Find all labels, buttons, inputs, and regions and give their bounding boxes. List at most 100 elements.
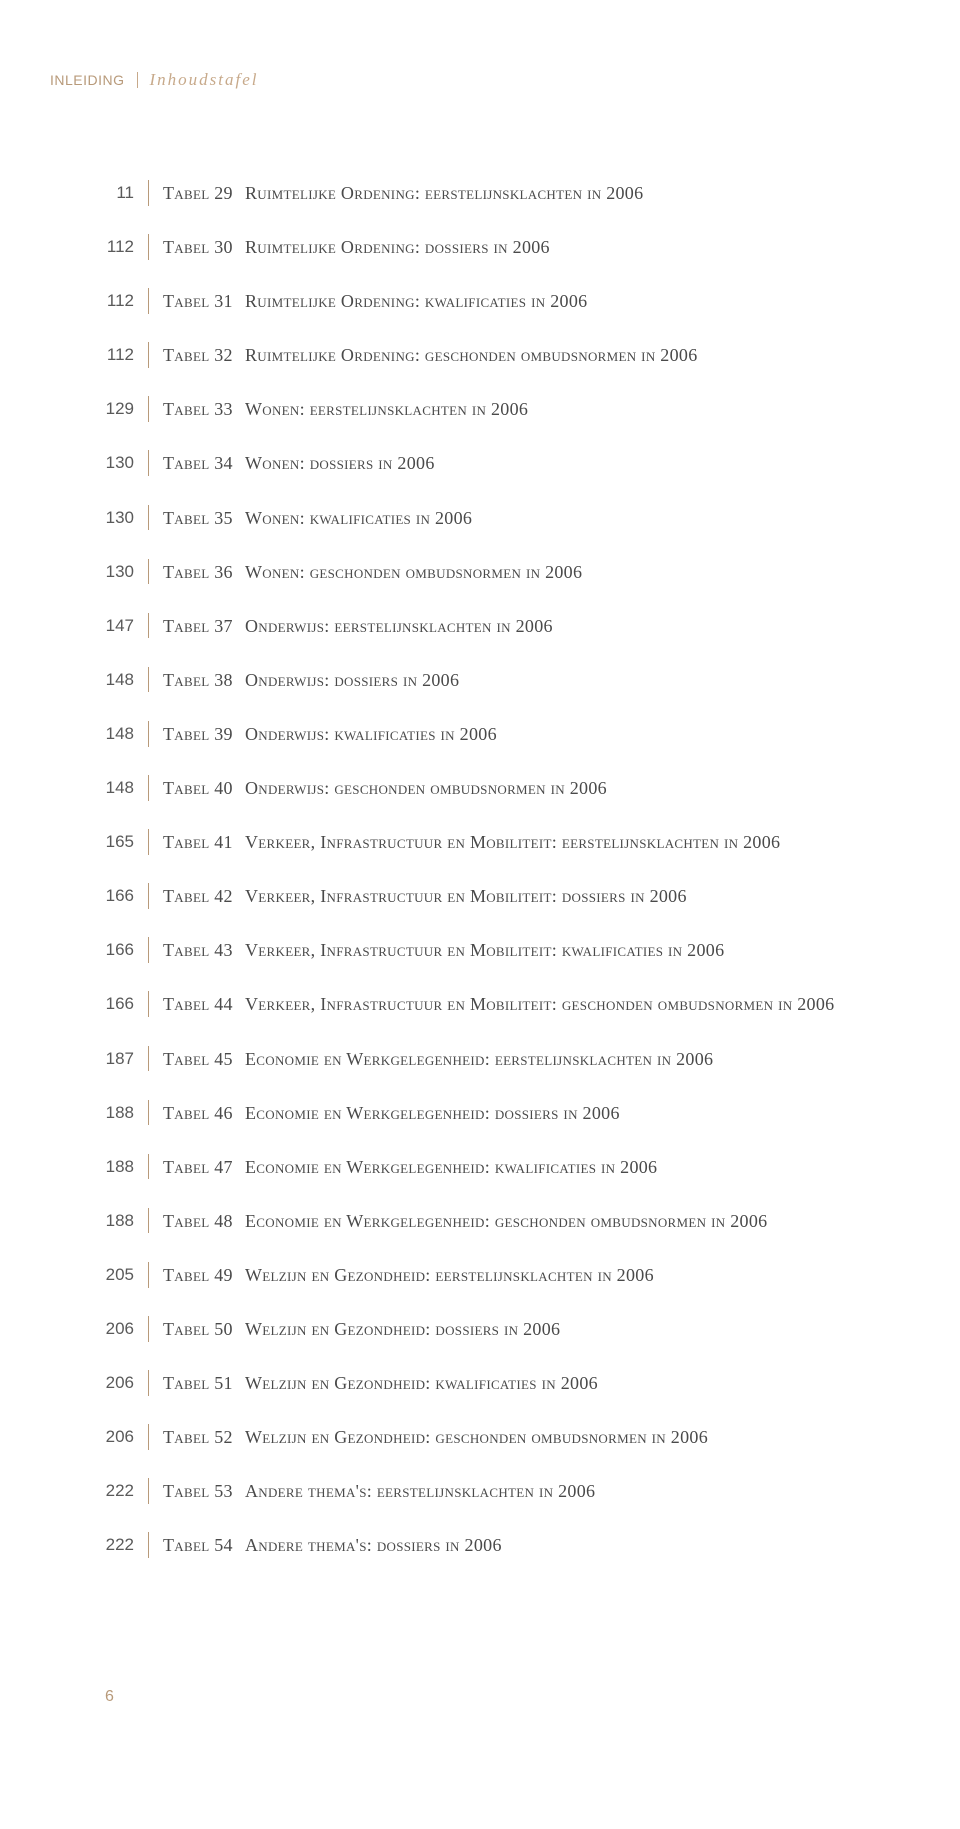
toc-row: 148Tabel 40Onderwijs: geschonden ombudsn… bbox=[105, 775, 880, 801]
toc-row: 205Tabel 49Welzijn en Gezondheid: eerste… bbox=[105, 1262, 880, 1288]
toc-description: Onderwijs: dossiers in 2006 bbox=[245, 667, 880, 693]
toc-table-label: Tabel 52 bbox=[149, 1424, 245, 1450]
toc-table-label: Tabel 38 bbox=[149, 667, 245, 693]
toc-row: 11Tabel 29Ruimtelijke Ordening: eersteli… bbox=[105, 180, 880, 206]
toc-table-label: Tabel 36 bbox=[149, 559, 245, 585]
toc-row: 166Tabel 43Verkeer, Infrastructuur en Mo… bbox=[105, 937, 880, 963]
toc-page-number: 166 bbox=[105, 937, 149, 963]
toc-description: Economie en Werkgelegenheid: geschonden … bbox=[245, 1208, 880, 1234]
toc-row: 129Tabel 33Wonen: eerstelijnsklachten in… bbox=[105, 396, 880, 422]
toc-table-label: Tabel 51 bbox=[149, 1370, 245, 1396]
toc-description: Ruimtelijke Ordening: kwalificaties in 2… bbox=[245, 288, 880, 314]
toc-table-label: Tabel 35 bbox=[149, 505, 245, 531]
toc-description: Verkeer, Infrastructuur en Mobiliteit: k… bbox=[245, 937, 880, 963]
toc-table-label: Tabel 32 bbox=[149, 342, 245, 368]
toc-row: 130Tabel 35Wonen: kwalificaties in 2006 bbox=[105, 505, 880, 531]
toc-row: 188Tabel 47Economie en Werkgelegenheid: … bbox=[105, 1154, 880, 1180]
toc-table-label: Tabel 48 bbox=[149, 1208, 245, 1234]
toc-description: Ruimtelijke Ordening: eerstelijnsklachte… bbox=[245, 180, 880, 206]
toc-page-number: 187 bbox=[105, 1046, 149, 1072]
toc-table-label: Tabel 45 bbox=[149, 1046, 245, 1072]
toc-row: 112Tabel 32Ruimtelijke Ordening: geschon… bbox=[105, 342, 880, 368]
toc-table-label: Tabel 31 bbox=[149, 288, 245, 314]
toc-row: 222Tabel 53Andere thema's: eerstelijnskl… bbox=[105, 1478, 880, 1504]
toc-table-label: Tabel 40 bbox=[149, 775, 245, 801]
toc-description: Andere thema's: eerstelijnsklachten in 2… bbox=[245, 1478, 880, 1504]
toc-description: Andere thema's: dossiers in 2006 bbox=[245, 1532, 880, 1558]
toc-row: 130Tabel 36Wonen: geschonden ombudsnorme… bbox=[105, 559, 880, 585]
toc-table-label: Tabel 34 bbox=[149, 450, 245, 476]
header-section: INLEIDING bbox=[50, 72, 138, 88]
toc-row: 166Tabel 42Verkeer, Infrastructuur en Mo… bbox=[105, 883, 880, 909]
toc-table-label: Tabel 54 bbox=[149, 1532, 245, 1558]
toc-table-label: Tabel 43 bbox=[149, 937, 245, 963]
toc-page-number: 165 bbox=[105, 829, 149, 855]
toc-row: 188Tabel 48Economie en Werkgelegenheid: … bbox=[105, 1208, 880, 1234]
toc-page-number: 112 bbox=[105, 234, 149, 260]
toc-page-number: 130 bbox=[105, 559, 149, 585]
toc-row: 130Tabel 34Wonen: dossiers in 2006 bbox=[105, 450, 880, 476]
toc-table-label: Tabel 49 bbox=[149, 1262, 245, 1288]
toc-table-label: Tabel 47 bbox=[149, 1154, 245, 1180]
toc-row: 147Tabel 37Onderwijs: eerstelijnsklachte… bbox=[105, 613, 880, 639]
toc-row: 166Tabel 44Verkeer, Infrastructuur en Mo… bbox=[105, 991, 880, 1017]
toc-table-label: Tabel 33 bbox=[149, 396, 245, 422]
toc-page-number: 147 bbox=[105, 613, 149, 639]
toc-description: Onderwijs: kwalificaties in 2006 bbox=[245, 721, 880, 747]
toc-description: Economie en Werkgelegenheid: dossiers in… bbox=[245, 1100, 880, 1126]
page-header: INLEIDING Inhoudstafel bbox=[50, 70, 880, 90]
toc-description: Welzijn en Gezondheid: eerstelijnsklacht… bbox=[245, 1262, 880, 1288]
toc-page-number: 148 bbox=[105, 667, 149, 693]
toc-row: 206Tabel 50Welzijn en Gezondheid: dossie… bbox=[105, 1316, 880, 1342]
toc-page-number: 222 bbox=[105, 1478, 149, 1504]
toc-row: 165Tabel 41Verkeer, Infrastructuur en Mo… bbox=[105, 829, 880, 855]
toc-row: 188Tabel 46Economie en Werkgelegenheid: … bbox=[105, 1100, 880, 1126]
toc-description: Wonen: eerstelijnsklachten in 2006 bbox=[245, 396, 880, 422]
toc-page-number: 130 bbox=[105, 505, 149, 531]
toc-description: Economie en Werkgelegenheid: eerstelijns… bbox=[245, 1046, 880, 1072]
toc-table-label: Tabel 30 bbox=[149, 234, 245, 260]
toc-table-label: Tabel 29 bbox=[149, 180, 245, 206]
toc-description: Onderwijs: eerstelijnsklachten in 2006 bbox=[245, 613, 880, 639]
toc-row: 222Tabel 54Andere thema's: dossiers in 2… bbox=[105, 1532, 880, 1558]
toc-table-label: Tabel 44 bbox=[149, 991, 245, 1017]
toc-table-label: Tabel 37 bbox=[149, 613, 245, 639]
toc-row: 148Tabel 38Onderwijs: dossiers in 2006 bbox=[105, 667, 880, 693]
toc-page-number: 166 bbox=[105, 991, 149, 1017]
toc-description: Onderwijs: geschonden ombudsnormen in 20… bbox=[245, 775, 880, 801]
toc-page-number: 188 bbox=[105, 1208, 149, 1234]
toc-page-number: 205 bbox=[105, 1262, 149, 1288]
toc-description: Verkeer, Infrastructuur en Mobiliteit: e… bbox=[245, 829, 880, 855]
page-number: 6 bbox=[105, 1688, 880, 1706]
table-of-contents: 11Tabel 29Ruimtelijke Ordening: eersteli… bbox=[105, 180, 880, 1558]
toc-page-number: 206 bbox=[105, 1424, 149, 1450]
toc-description: Ruimtelijke Ordening: geschonden ombudsn… bbox=[245, 342, 880, 368]
toc-table-label: Tabel 41 bbox=[149, 829, 245, 855]
toc-page-number: 188 bbox=[105, 1100, 149, 1126]
toc-page-number: 148 bbox=[105, 721, 149, 747]
toc-row: 112Tabel 30Ruimtelijke Ordening: dossier… bbox=[105, 234, 880, 260]
toc-page-number: 166 bbox=[105, 883, 149, 909]
toc-description: Ruimtelijke Ordening: dossiers in 2006 bbox=[245, 234, 880, 260]
toc-row: 148Tabel 39Onderwijs: kwalificaties in 2… bbox=[105, 721, 880, 747]
toc-description: Welzijn en Gezondheid: dossiers in 2006 bbox=[245, 1316, 880, 1342]
header-subtitle: Inhoudstafel bbox=[138, 70, 259, 90]
toc-description: Wonen: geschonden ombudsnormen in 2006 bbox=[245, 559, 880, 585]
toc-page-number: 130 bbox=[105, 450, 149, 476]
toc-row: 187Tabel 45Economie en Werkgelegenheid: … bbox=[105, 1046, 880, 1072]
toc-page-number: 206 bbox=[105, 1370, 149, 1396]
toc-description: Wonen: dossiers in 2006 bbox=[245, 450, 880, 476]
toc-description: Wonen: kwalificaties in 2006 bbox=[245, 505, 880, 531]
toc-description: Welzijn en Gezondheid: geschonden ombuds… bbox=[245, 1424, 880, 1450]
toc-description: Verkeer, Infrastructuur en Mobiliteit: d… bbox=[245, 883, 880, 909]
toc-row: 206Tabel 51Welzijn en Gezondheid: kwalif… bbox=[105, 1370, 880, 1396]
toc-table-label: Tabel 39 bbox=[149, 721, 245, 747]
toc-table-label: Tabel 53 bbox=[149, 1478, 245, 1504]
toc-page-number: 112 bbox=[105, 342, 149, 368]
toc-page-number: 112 bbox=[105, 288, 149, 314]
toc-table-label: Tabel 46 bbox=[149, 1100, 245, 1126]
toc-description: Welzijn en Gezondheid: kwalificaties in … bbox=[245, 1370, 880, 1396]
toc-page-number: 206 bbox=[105, 1316, 149, 1342]
toc-page-number: 129 bbox=[105, 396, 149, 422]
toc-page-number: 148 bbox=[105, 775, 149, 801]
